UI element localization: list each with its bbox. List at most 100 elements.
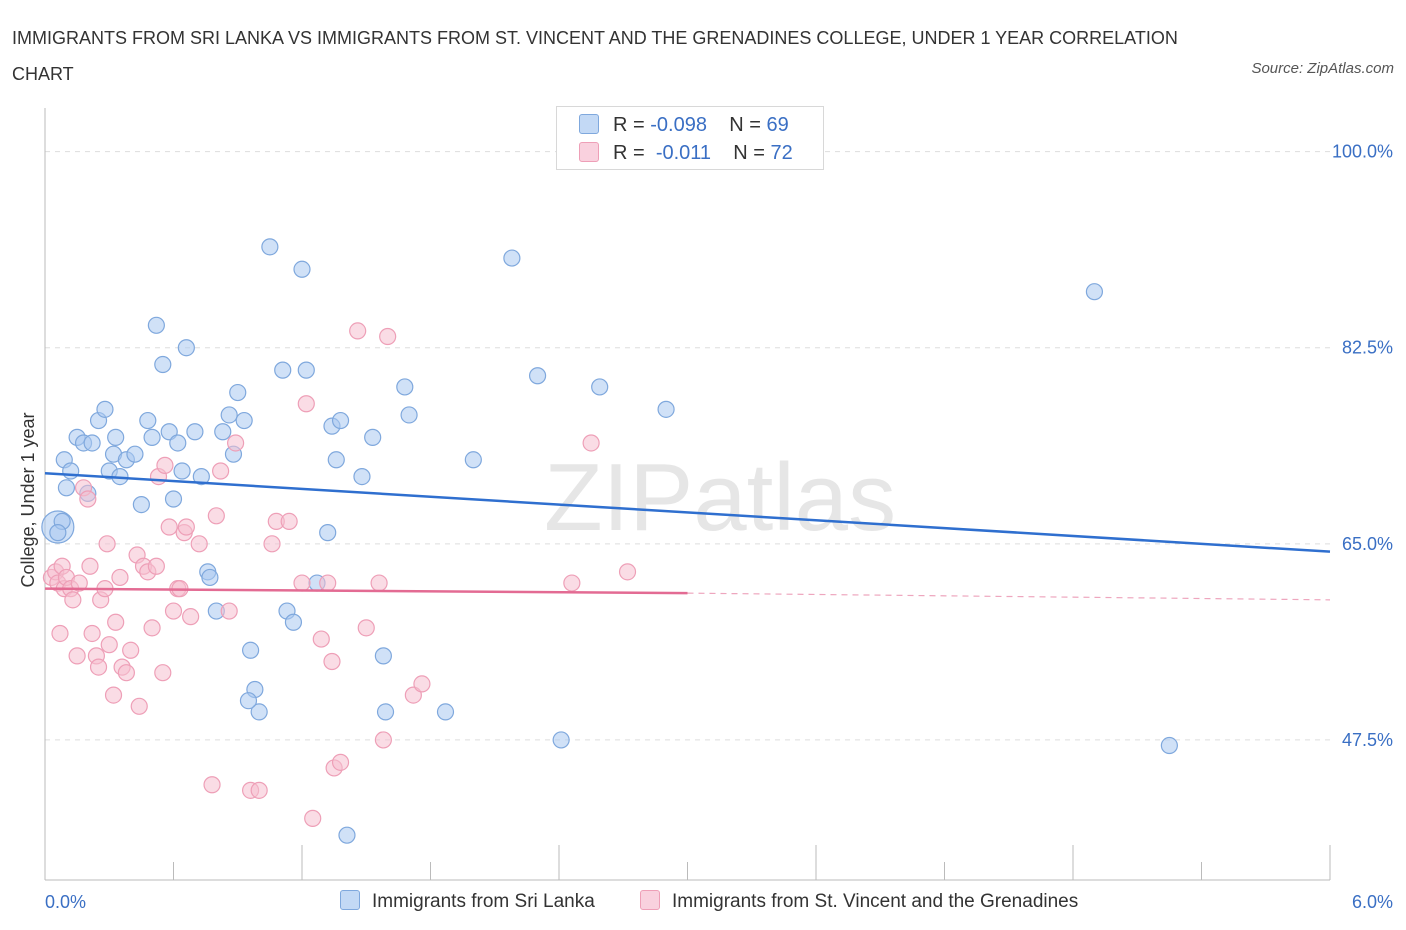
point-sri-lanka: [186, 423, 204, 441]
point-sri-lanka: [657, 400, 675, 418]
point-sri-lanka: [1160, 736, 1178, 755]
point-sri-lanka: [1085, 283, 1104, 301]
point-st-vincent: [582, 434, 600, 452]
legend-swatch-pink: [579, 142, 599, 162]
point-st-vincent: [304, 809, 322, 827]
legend-n-label: N =: [733, 142, 765, 164]
point-sri-lanka: [126, 445, 144, 463]
legend-r-value: -0.011: [655, 142, 712, 164]
point-sri-lanka: [229, 383, 247, 402]
legend-row-sri-lanka: R = -0.098 N = 69: [579, 113, 789, 137]
point-sri-lanka: [528, 367, 547, 385]
point-sri-lanka: [154, 355, 172, 374]
point-st-vincent: [111, 568, 129, 587]
point-st-vincent: [68, 647, 86, 665]
point-st-vincent: [122, 641, 140, 659]
x-tick-label-min: 0.0%: [45, 892, 86, 912]
point-st-vincent: [263, 535, 281, 553]
bottom-legend-st-vincent: Immigrants from St. Vincent and the Gren…: [640, 890, 1078, 913]
point-st-vincent: [89, 658, 108, 676]
point-st-vincent: [207, 507, 225, 525]
point-sri-lanka: [327, 451, 345, 469]
point-sri-lanka: [192, 467, 210, 486]
legend-n-label: N =: [729, 114, 761, 136]
y-tick-label: 47.5%: [1342, 730, 1393, 750]
point-sri-lanka: [297, 361, 315, 379]
y-tick-label: 82.5%: [1342, 338, 1393, 358]
point-st-vincent: [154, 664, 172, 682]
point-sri-lanka: [338, 826, 356, 844]
point-st-vincent: [280, 512, 298, 531]
point-st-vincent: [312, 630, 330, 648]
legend-label-sri-lanka: Immigrants from Sri Lanka: [372, 891, 595, 912]
point-st-vincent: [323, 652, 341, 671]
point-sri-lanka: [364, 428, 382, 446]
y-tick-label: 65.0%: [1342, 534, 1393, 554]
point-sri-lanka: [353, 467, 371, 486]
point-st-vincent: [160, 518, 178, 536]
point-st-vincent: [81, 557, 99, 575]
trend-line-st-vincent-extension: [687, 592, 1331, 601]
point-sri-lanka: [250, 703, 268, 721]
legend-row-st-vincent: R = -0.011 N = 72: [579, 141, 793, 165]
point-sri-lanka: [139, 411, 157, 430]
chart-title: IMMIGRANTS FROM SRI LANKA VS IMMIGRANTS …: [12, 28, 1178, 84]
point-st-vincent: [374, 731, 392, 749]
point-st-vincent: [98, 535, 116, 553]
point-sri-lanka: [132, 496, 150, 514]
source-label: Source: ZipAtlas.com: [1251, 60, 1394, 77]
axes: [44, 108, 1331, 881]
point-st-vincent: [349, 322, 367, 340]
point-st-vincent: [147, 557, 165, 575]
point-sri-lanka: [464, 451, 482, 469]
point-sri-lanka: [57, 479, 76, 497]
legend-r-label: R =: [613, 142, 645, 164]
point-st-vincent: [100, 636, 118, 654]
point-sri-lanka: [552, 731, 570, 749]
point-st-vincent: [79, 490, 97, 508]
point-st-vincent: [117, 664, 135, 682]
point-st-vincent: [51, 624, 69, 643]
point-st-vincent: [107, 613, 125, 631]
point-st-vincent: [156, 456, 174, 474]
point-sri-lanka: [503, 249, 521, 267]
point-st-vincent: [227, 434, 245, 452]
point-st-vincent: [563, 574, 581, 592]
point-st-vincent: [143, 619, 161, 637]
point-st-vincent: [379, 327, 397, 346]
point-sri-lanka: [235, 411, 253, 430]
point-st-vincent: [130, 697, 148, 715]
legend-swatch-pink: [640, 890, 660, 910]
point-st-vincent: [618, 563, 637, 581]
legend-label-st-vincent: Immigrants from St. Vincent and the Gren…: [672, 891, 1079, 912]
watermark: ZIPatlas: [544, 444, 896, 551]
point-st-vincent: [70, 574, 88, 592]
point-sri-lanka: [436, 703, 455, 721]
point-sri-lanka: [396, 378, 414, 396]
bottom-legend-sri-lanka: Immigrants from Sri Lanka: [340, 890, 595, 913]
point-st-vincent: [331, 753, 350, 771]
point-st-vincent: [297, 395, 315, 413]
y-tick-label: 100.0%: [1332, 142, 1393, 162]
point-st-vincent: [164, 602, 183, 620]
point-sri-lanka: [376, 703, 395, 721]
point-sri-lanka: [284, 613, 303, 631]
point-sri-lanka: [169, 434, 187, 452]
point-sri-lanka: [62, 462, 80, 480]
legend-swatch-blue: [579, 114, 599, 134]
point-st-vincent: [177, 518, 195, 536]
point-sri-lanka: [319, 524, 337, 542]
point-sri-lanka: [177, 339, 195, 357]
point-sri-lanka: [147, 316, 165, 334]
point-sri-lanka: [96, 400, 114, 418]
point-sri-lanka: [261, 238, 279, 256]
trend-lines: [44, 471, 1331, 601]
point-st-vincent: [182, 608, 200, 626]
tick-labels: 47.5% 65.0% 82.5% 100.0% 0.0% 6.0% College, Un…: [18, 142, 1393, 912]
legend-n-value: 69: [766, 114, 789, 136]
trend-line-st-vincent: [44, 587, 688, 595]
point-sri-lanka: [274, 361, 292, 379]
point-sri-lanka: [400, 406, 418, 424]
point-sri-lanka: [83, 434, 101, 452]
